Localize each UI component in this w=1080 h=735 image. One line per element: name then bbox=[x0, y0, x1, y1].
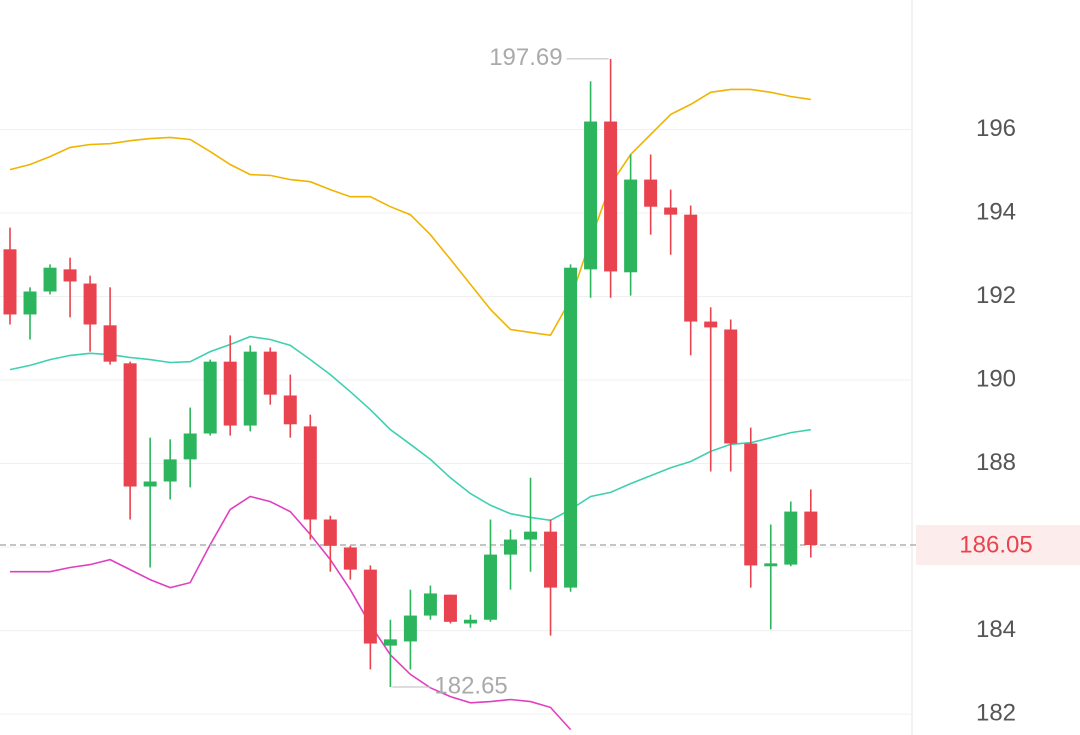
band-line bbox=[9, 88, 811, 337]
candle-body bbox=[804, 511, 818, 545]
y-tick-label: 182 bbox=[976, 699, 1016, 726]
candle-body bbox=[23, 291, 37, 315]
y-tick-label: 188 bbox=[976, 449, 1016, 476]
candle-body bbox=[203, 361, 217, 434]
candle-body bbox=[764, 563, 778, 567]
candle-body bbox=[423, 593, 437, 616]
candle-body bbox=[3, 249, 17, 315]
candle-body bbox=[123, 363, 137, 487]
candle-body bbox=[524, 531, 538, 540]
candle-body bbox=[343, 547, 357, 570]
candle-body bbox=[564, 267, 578, 588]
candle-body bbox=[704, 321, 718, 328]
candle-body bbox=[43, 267, 57, 292]
candle-body bbox=[243, 351, 257, 426]
candle-body bbox=[223, 361, 237, 426]
candle-body bbox=[183, 433, 197, 460]
candle-body bbox=[504, 539, 517, 555]
candle-body bbox=[684, 214, 698, 322]
candle-body bbox=[584, 121, 598, 270]
band-line bbox=[10, 495, 572, 731]
candle-body bbox=[363, 569, 377, 644]
candle-body bbox=[323, 519, 337, 546]
y-tick-label: 192 bbox=[976, 282, 1016, 309]
y-tick-label: 194 bbox=[976, 198, 1016, 225]
candle-body bbox=[724, 329, 738, 444]
candle-body bbox=[163, 459, 177, 482]
candle-body bbox=[784, 511, 798, 565]
candle-body bbox=[83, 283, 97, 325]
y-tick-label: 184 bbox=[976, 616, 1016, 643]
candle-body bbox=[303, 426, 317, 520]
last-price-label: 186.05 bbox=[959, 531, 1032, 558]
y-tick-label: 190 bbox=[976, 365, 1016, 392]
candle-body bbox=[624, 179, 638, 273]
candle-body bbox=[383, 639, 397, 646]
candle-body bbox=[644, 179, 658, 207]
candle-body bbox=[463, 619, 477, 624]
low-annotation: 182.65 bbox=[434, 672, 507, 699]
candle-body bbox=[443, 594, 457, 622]
y-tick-label: 196 bbox=[976, 115, 1016, 142]
candle-body bbox=[283, 395, 297, 425]
candle-body bbox=[664, 207, 678, 215]
candle-body bbox=[604, 121, 618, 272]
band-line bbox=[9, 335, 811, 522]
candle-body bbox=[143, 481, 157, 487]
high-annotation: 197.69 bbox=[489, 44, 562, 71]
last-price-box bbox=[916, 524, 1080, 565]
candle-body bbox=[63, 269, 77, 282]
candle-body bbox=[263, 351, 277, 395]
candle-body bbox=[744, 443, 758, 566]
candle-body bbox=[544, 531, 558, 588]
candle-body bbox=[403, 615, 417, 642]
candle-body bbox=[103, 325, 117, 362]
candle-body bbox=[483, 554, 497, 620]
